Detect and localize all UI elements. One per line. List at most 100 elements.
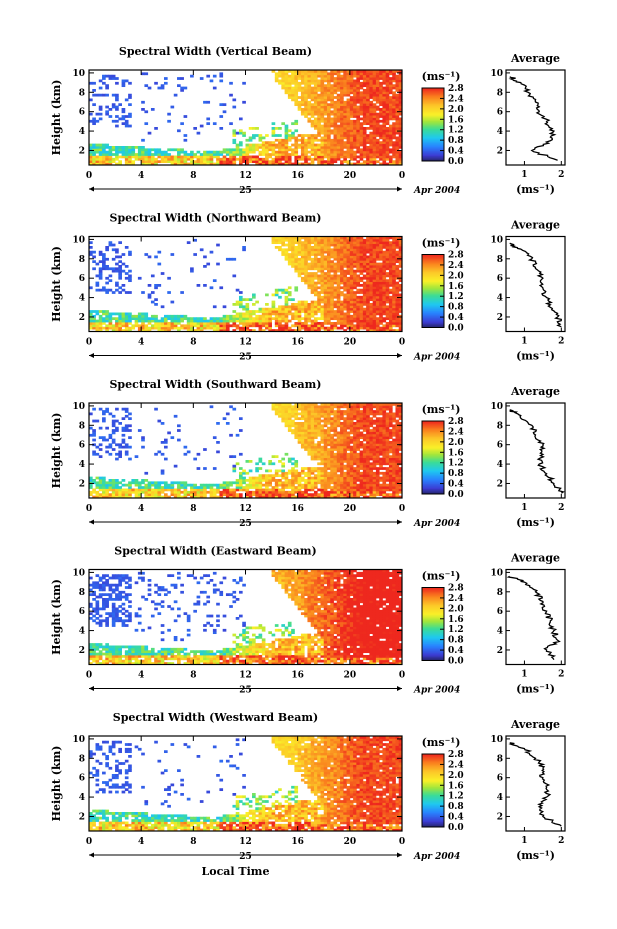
heatmap-cell xyxy=(323,431,328,435)
heatmap-cell xyxy=(327,148,331,152)
heatmap-cell xyxy=(349,276,354,280)
heatmap-cell xyxy=(382,153,387,156)
heatmap-cell xyxy=(340,103,344,107)
heatmap-cell xyxy=(170,300,175,304)
heatmap-cell xyxy=(346,155,351,159)
heatmap-cell xyxy=(147,293,152,297)
heatmap-cell xyxy=(297,257,302,261)
heatmap-cell xyxy=(392,162,396,166)
heatmap-cell xyxy=(255,162,259,166)
heatmap-cell xyxy=(359,312,364,316)
heatmap-cell xyxy=(268,462,272,466)
heatmap-cell xyxy=(340,265,344,268)
heatmap-cell xyxy=(388,162,393,166)
heatmap-cell xyxy=(203,153,207,156)
heatmap-cell xyxy=(359,326,364,330)
heatmap-cell xyxy=(327,288,331,292)
heatmap-cell xyxy=(323,462,328,466)
heatmap-cell xyxy=(343,246,347,249)
heatmap-cell xyxy=(238,155,243,159)
heatmap-cell xyxy=(398,319,403,323)
heatmap-cell xyxy=(137,148,142,152)
heatmap-cell xyxy=(340,122,344,126)
heatmap-cell xyxy=(98,483,103,487)
heatmap-cell xyxy=(327,117,331,121)
heatmap-cell xyxy=(268,162,272,166)
heatmap-cell xyxy=(278,148,282,152)
heatmap-cell xyxy=(353,162,357,166)
heatmap-cell xyxy=(173,319,178,323)
heatmap-cell xyxy=(310,452,315,456)
heatmap-cell xyxy=(111,269,116,273)
heatmap-cell xyxy=(304,490,308,494)
heatmap-cell xyxy=(95,495,100,499)
heatmap-cell xyxy=(268,474,272,478)
heatmap-cell xyxy=(323,129,328,133)
heatmap-cell xyxy=(369,322,374,325)
heatmap-cell xyxy=(271,403,276,406)
heatmap-cell xyxy=(369,265,374,268)
heatmap-cell xyxy=(294,236,299,240)
colorbar-segment xyxy=(422,276,444,279)
heatmap-cell xyxy=(115,419,119,423)
heatmap-cell xyxy=(320,124,325,128)
heatmap-cell xyxy=(268,317,272,321)
y-axis-label: Height (km) xyxy=(50,80,63,156)
heatmap-cell xyxy=(141,326,145,330)
heatmap-cell xyxy=(317,148,321,152)
heatmap-cell xyxy=(392,300,396,304)
heatmap-cell xyxy=(304,255,308,259)
heatmap-cell xyxy=(121,426,126,430)
heatmap-cell xyxy=(177,424,181,428)
heatmap-cell xyxy=(379,262,383,266)
heatmap-cell xyxy=(327,103,331,107)
heatmap-cell xyxy=(157,481,162,485)
heatmap-cell xyxy=(108,150,113,154)
heatmap-cell xyxy=(385,317,390,321)
heatmap-cell xyxy=(313,424,318,428)
heatmap-cell xyxy=(385,134,390,137)
colorbar-segment xyxy=(422,296,444,298)
heatmap-cell xyxy=(340,138,344,142)
heatmap-cell xyxy=(340,291,344,294)
heatmap-cell xyxy=(248,479,253,482)
heatmap-cell xyxy=(248,469,253,473)
heatmap-cell xyxy=(274,72,279,76)
heatmap-cell xyxy=(180,495,184,499)
heatmap-cell xyxy=(379,298,383,302)
heatmap-cell xyxy=(392,288,396,292)
heatmap-cell xyxy=(388,276,393,280)
heatmap-cell xyxy=(154,314,158,318)
heatmap-cell xyxy=(284,424,289,428)
heatmap-cell xyxy=(379,305,383,309)
heatmap-cell xyxy=(177,493,181,497)
heatmap-cell xyxy=(340,274,344,278)
heatmap-cell xyxy=(323,117,328,121)
heatmap-cell xyxy=(300,426,305,430)
heatmap-cell xyxy=(323,110,328,114)
heatmap-cell xyxy=(291,298,295,302)
heatmap-cell xyxy=(108,146,113,149)
heatmap-cell xyxy=(333,89,338,92)
heatmap-cell xyxy=(304,419,308,423)
heatmap-cell xyxy=(278,162,282,166)
heatmap-cell xyxy=(372,326,377,330)
heatmap-cell xyxy=(245,322,250,325)
colorbar-segment xyxy=(422,91,444,94)
heatmap-cell xyxy=(252,481,256,485)
heatmap-cell xyxy=(310,77,315,80)
heatmap-cell xyxy=(108,148,113,152)
heatmap-cell xyxy=(320,153,325,156)
heatmap-cell xyxy=(366,326,370,330)
heatmap-cell xyxy=(163,314,168,318)
heatmap-cell xyxy=(385,105,390,109)
heatmap-cell xyxy=(209,486,214,489)
heatmap-cell xyxy=(375,143,380,147)
heatmap-cell xyxy=(294,122,299,126)
heatmap-cell xyxy=(317,155,321,159)
heatmap-cell xyxy=(336,246,341,249)
heatmap-cell xyxy=(349,248,354,252)
heatmap-cell xyxy=(297,72,302,76)
heatmap-cell xyxy=(346,255,351,259)
heatmap-cell xyxy=(327,284,331,287)
